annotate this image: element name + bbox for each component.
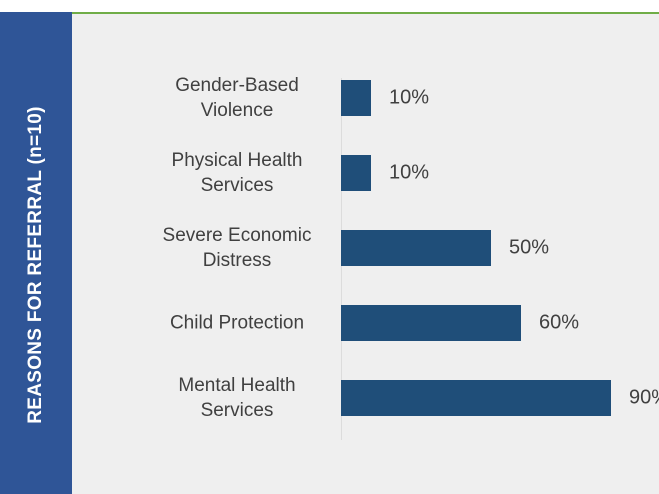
bar [341, 305, 521, 341]
value-label: 50% [509, 236, 550, 259]
category-label: Gender-Based Violence [175, 75, 299, 121]
category-label: Child Protection [169, 312, 305, 334]
category-label: Mental Health Services [178, 375, 296, 421]
category-label: Physical Health Services [171, 150, 303, 196]
bar [341, 380, 611, 416]
sidebar: REASONS FOR REFERRAL (n=10) [0, 12, 72, 494]
bar [341, 80, 371, 116]
category-label: Severe Economic Distress [162, 225, 312, 271]
value-label: 10% [389, 161, 430, 184]
value-label: 60% [539, 311, 580, 334]
bar [341, 155, 371, 191]
value-label: 90% [629, 386, 659, 409]
bar [341, 230, 491, 266]
chart-title: REASONS FOR REFERRAL (n=10) [25, 106, 46, 424]
value-label: 10% [389, 86, 430, 109]
